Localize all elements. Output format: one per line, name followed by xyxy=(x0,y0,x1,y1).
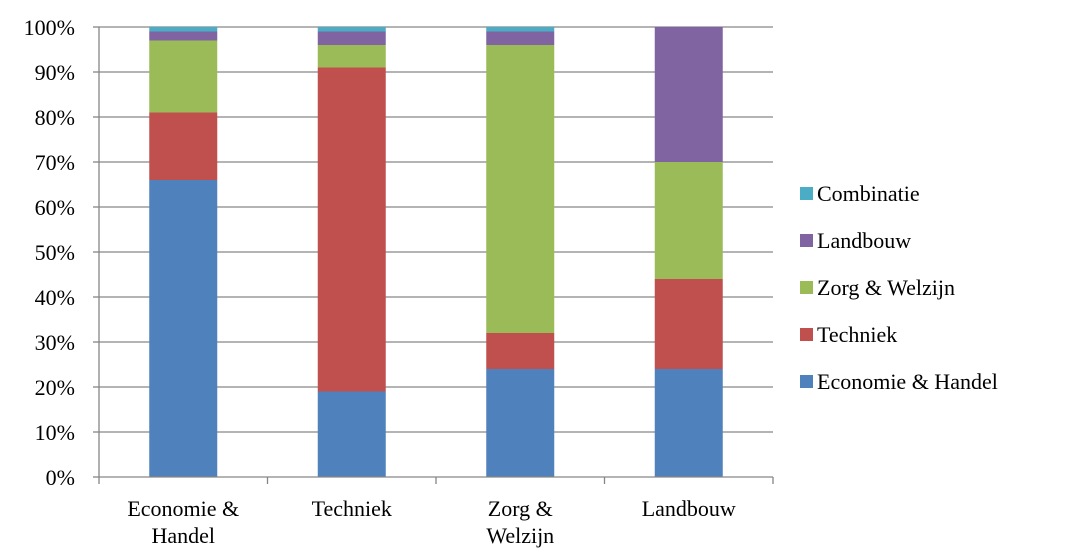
bar-segment xyxy=(486,45,555,333)
bar-segment xyxy=(654,369,723,477)
legend-label: Combinatie xyxy=(817,181,920,206)
bar-segment xyxy=(317,27,386,32)
y-tick-label: 100% xyxy=(24,15,75,40)
x-tick-label: Zorg & Welzijn xyxy=(486,496,554,548)
bar-segment xyxy=(149,180,218,477)
y-tick-label: 50% xyxy=(35,240,75,265)
legend-swatch xyxy=(800,234,813,247)
legend-label: Economie & Handel xyxy=(817,369,998,394)
legend-label: Techniek xyxy=(817,322,897,347)
y-tick-label: 60% xyxy=(35,195,75,220)
legend-swatch xyxy=(800,375,813,388)
legend-label: Zorg & Welzijn xyxy=(817,275,955,300)
y-tick-label: 80% xyxy=(35,105,75,130)
bar-segment xyxy=(486,369,555,477)
bar-segment xyxy=(149,31,218,41)
x-tick-label: Economie & Handel xyxy=(127,496,239,548)
y-tick-label: 40% xyxy=(35,285,75,310)
legend-swatch xyxy=(800,328,813,341)
legend-swatch xyxy=(800,187,813,200)
bar-segment xyxy=(149,27,218,32)
bar-segment xyxy=(654,279,723,369)
y-axis: 0% 10% 20% 30% 40% 50% 60% 70% 80% 90% 100% xyxy=(24,15,100,490)
bar-segment xyxy=(317,67,386,392)
bar-segment xyxy=(654,162,723,279)
x-tick-label: Landbouw xyxy=(642,496,736,521)
x-tick-label: Techniek xyxy=(312,496,392,521)
legend-swatch xyxy=(800,281,813,294)
y-tick-label: 20% xyxy=(35,375,75,400)
bar-segment xyxy=(654,27,723,162)
bar-segment xyxy=(317,31,386,45)
y-tick-label: 70% xyxy=(35,150,75,175)
bar-segment xyxy=(317,45,386,68)
bar-segment xyxy=(486,31,555,45)
bar-segment xyxy=(486,333,555,369)
bars xyxy=(149,27,723,477)
y-tick-label: 0% xyxy=(46,465,75,490)
bar-segment xyxy=(149,112,218,180)
y-tick-label: 10% xyxy=(35,420,75,445)
bar-segment xyxy=(486,27,555,32)
bar-segment xyxy=(149,40,218,113)
y-tick-label: 90% xyxy=(35,60,75,85)
legend: Combinatie Landbouw Zorg & Welzijn Techniek… xyxy=(800,181,998,394)
legend-label: Landbouw xyxy=(817,228,911,253)
bar-segment xyxy=(317,391,386,477)
y-tick-label: 30% xyxy=(35,330,75,355)
x-axis: Economie & Handel Techniek Zorg & Welzijn Lan… xyxy=(98,476,774,548)
